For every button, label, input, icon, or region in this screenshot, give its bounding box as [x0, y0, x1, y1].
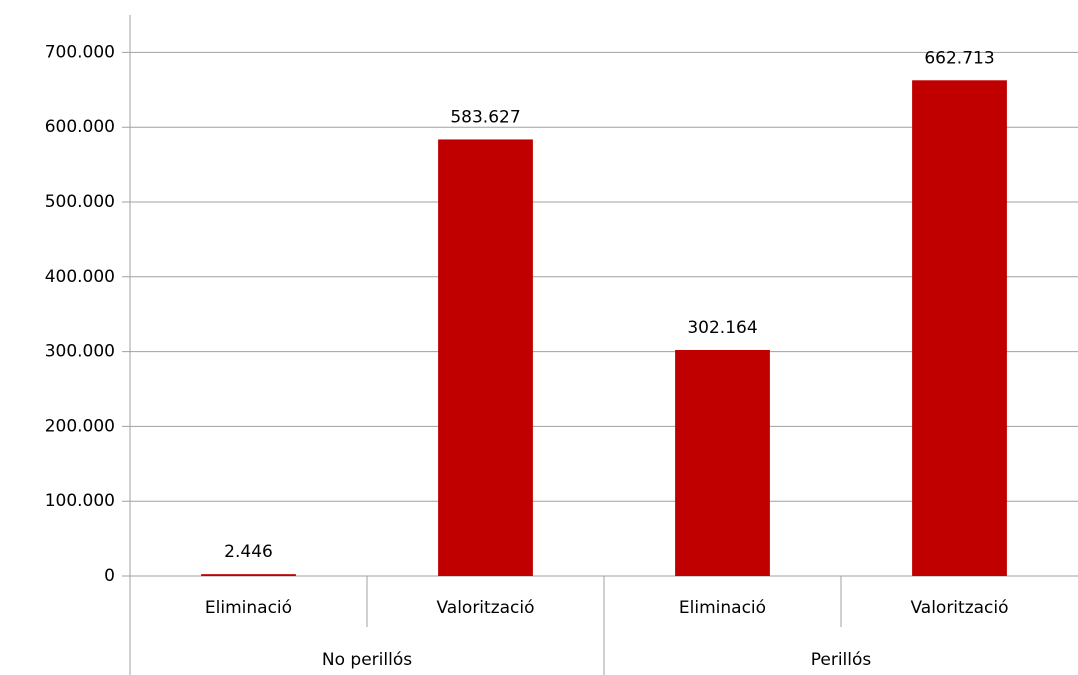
y-tick-label: 0 — [104, 566, 115, 586]
bar — [438, 139, 533, 576]
bar — [201, 574, 296, 576]
value-label: 662.713 — [924, 48, 994, 68]
y-tick-label: 700.000 — [45, 42, 115, 62]
x-tick-label: Valorització — [910, 598, 1008, 618]
y-tick-label: 300.000 — [45, 342, 115, 362]
x-tick-label: Valorització — [436, 598, 534, 618]
x-tick-label: Eliminació — [205, 598, 292, 618]
y-tick-label: 500.000 — [45, 192, 115, 212]
value-label: 302.164 — [687, 318, 757, 338]
y-tick-label: 400.000 — [45, 267, 115, 287]
value-label: 583.627 — [450, 107, 520, 127]
value-label: 2.446 — [224, 542, 273, 562]
group-label: Perillós — [811, 650, 872, 670]
bar — [675, 349, 770, 576]
y-tick-label: 100.000 — [45, 491, 115, 511]
bar — [912, 80, 1007, 576]
y-tick-label: 200.000 — [45, 416, 115, 436]
x-tick-label: Eliminació — [679, 598, 766, 618]
group-label: No perillós — [322, 650, 412, 670]
y-tick-label: 600.000 — [45, 117, 115, 137]
